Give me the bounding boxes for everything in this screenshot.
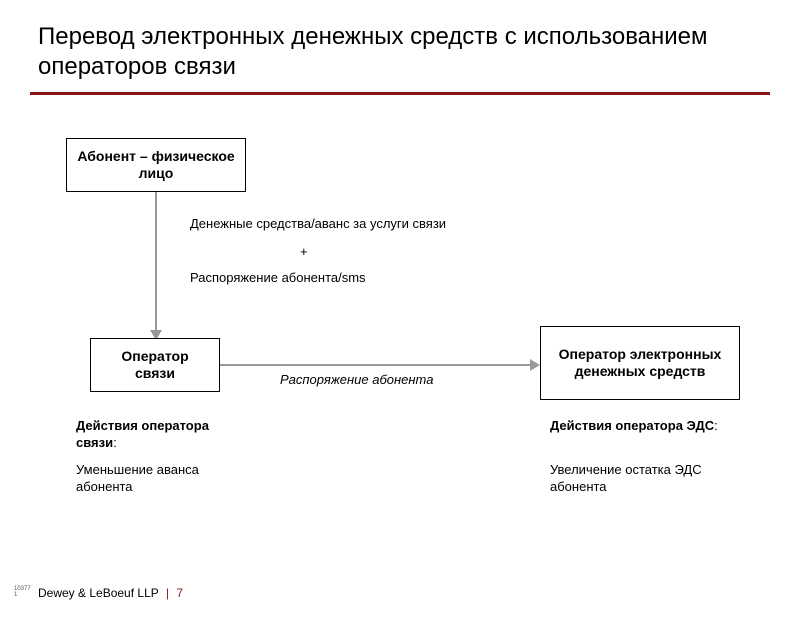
actions-eds-title: Действия оператора ЭДС:	[550, 418, 750, 435]
flow2-label: Распоряжение абонента	[280, 372, 433, 389]
box-operator-eds: Оператор электронных денежных средств	[540, 326, 740, 400]
arrow-comm-to-eds-head	[530, 359, 540, 371]
box-operator-comm-label: Оператор связи	[101, 348, 209, 383]
flow1-plus: +	[300, 244, 308, 261]
arrow-subscriber-to-comm	[155, 192, 157, 332]
actions-comm-title-text: Действия оператора связи	[76, 418, 209, 450]
doc-number: 10377 1	[14, 586, 31, 598]
actions-comm-body: Уменьшение аванса абонента	[76, 462, 246, 496]
footer-separator: |	[166, 586, 169, 600]
arrow-comm-to-eds	[220, 364, 532, 366]
box-operator-comm: Оператор связи	[90, 338, 220, 392]
actions-eds-title-text: Действия оператора ЭДС	[550, 418, 714, 433]
slide-title: Перевод электронных денежных средств с и…	[38, 22, 738, 82]
actions-eds-body: Увеличение остатка ЭДС абонента	[550, 462, 750, 496]
footer-company: Dewey & LeBoeuf LLP	[38, 586, 159, 600]
box-subscriber-label: Абонент – физическое лицо	[77, 148, 235, 183]
flow1-line1: Денежные средства/аванс за услуги связи	[190, 216, 446, 233]
box-subscriber: Абонент – физическое лицо	[66, 138, 246, 192]
actions-comm-title: Действия оператора связи:	[76, 418, 246, 452]
title-underline	[30, 92, 770, 95]
box-operator-eds-label: Оператор электронных денежных средств	[551, 346, 729, 381]
slide: Перевод электронных денежных средств с и…	[0, 0, 800, 618]
footer: Dewey & LeBoeuf LLP | 7	[38, 586, 183, 600]
footer-page: 7	[176, 586, 183, 600]
flow1-line2: Распоряжение абонента/sms	[190, 270, 366, 287]
